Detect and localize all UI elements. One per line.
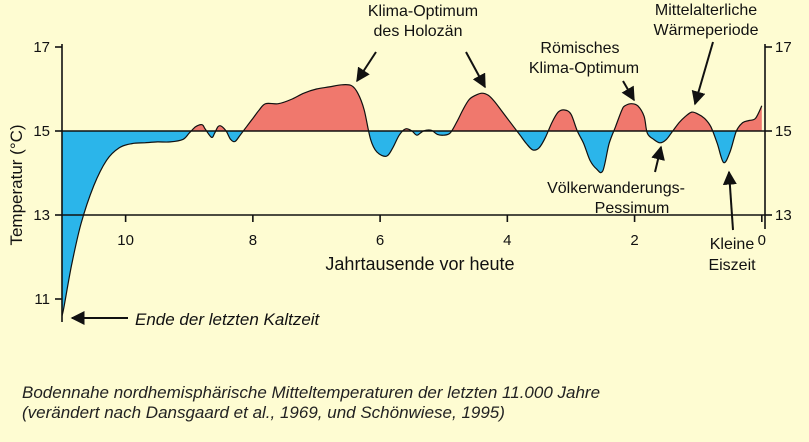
annotation-kleine-eiszeit: Kleine Eiszeit — [708, 170, 756, 274]
annotation-ende-letzte-kaltzeit: Ende der letzten Kaltzeit — [70, 310, 321, 329]
x-tick-label: 8 — [249, 232, 257, 249]
x-axis-label: Jahrtausende vor heute — [325, 254, 514, 274]
temperature-line — [61, 83, 763, 316]
annotation-line: Pessimum — [595, 200, 670, 217]
annotation-line: Kleine — [710, 236, 755, 253]
y-tick-label-left: 17 — [33, 39, 50, 56]
arrow — [651, 145, 665, 173]
y-tick-label-right: 13 — [775, 207, 792, 224]
x-tick-label: 0 — [758, 232, 766, 249]
arrow — [691, 41, 714, 106]
arrow — [621, 80, 635, 102]
annotation-mittelalterliche-waermeperiode: Mittelalterliche Wärmeperiode — [654, 2, 759, 106]
x-tick-label: 2 — [630, 232, 638, 249]
x-tick-label: 6 — [376, 232, 384, 249]
annotation-klima-optimum-holozaen: Klima-Optimum des Holozän — [356, 3, 486, 89]
y-tick-label-left: 11 — [34, 291, 50, 308]
y-tick-label-left: 13 — [33, 207, 50, 224]
annotation-line: Römisches — [540, 40, 619, 57]
caption-line-2: (verändert nach Dansgaard et al., 1969, … — [22, 403, 505, 422]
annotation-line: Klima-Optimum — [529, 60, 639, 77]
warm-area — [62, 84, 762, 131]
annotation-roemisches-klima-optimum: Römisches Klima-Optimum — [529, 40, 639, 102]
caption-line-1: Bodennahe nordhemisphärische Mitteltempe… — [22, 383, 600, 402]
annotation-voelkerwanderungs-pessimum: Völkerwanderungs- Pessimum — [547, 145, 685, 217]
annotation-line: Eiszeit — [708, 257, 756, 274]
x-tick-label: 10 — [117, 232, 134, 249]
annotation-line: Ende der letzten Kaltzeit — [135, 310, 321, 329]
annotation-line: Klima-Optimum — [368, 3, 478, 20]
ticks: 17 15 13 11 17 15 13 10 8 6 4 2 0 — [33, 39, 791, 308]
y-tick-label-right: 15 — [775, 123, 792, 140]
plot-area — [61, 44, 766, 322]
annotation-line: Völkerwanderungs- — [547, 180, 685, 197]
arrow — [722, 170, 737, 231]
annotation-line: des Holozän — [374, 23, 463, 40]
x-tick-label: 4 — [503, 232, 511, 249]
arrow — [356, 51, 377, 83]
arrow — [465, 51, 486, 89]
y-axis-label: Temperatur (°C) — [7, 124, 26, 245]
y-tick-label-right: 17 — [775, 39, 792, 56]
y-tick-label-left: 15 — [33, 123, 50, 140]
annotation-line: Mittelalterliche — [655, 2, 757, 19]
annotation-line: Wärmeperiode — [654, 22, 759, 39]
